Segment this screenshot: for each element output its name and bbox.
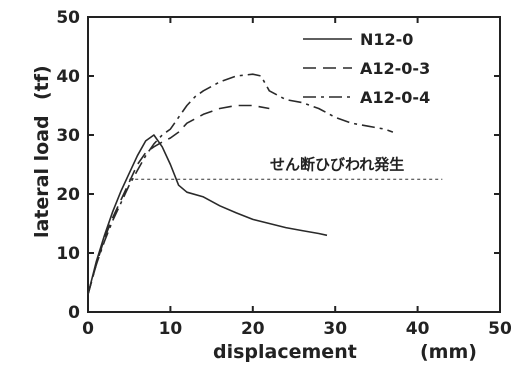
annotation-text: せん断ひびわれ発生 — [270, 155, 404, 173]
x-tick-label: 20 — [241, 319, 265, 339]
y-tick-label: 0 — [68, 303, 80, 323]
x-axis-label: displacement — [213, 341, 357, 363]
y-tick-label: 10 — [56, 244, 80, 264]
y-axis-label: lateral load — [31, 115, 53, 238]
x-tick-label: 10 — [159, 319, 183, 339]
y-tick-label: 50 — [56, 8, 80, 28]
y-tick-label: 30 — [56, 126, 80, 146]
legend-label-A12-0-3: A12-0-3 — [360, 59, 430, 78]
series-line-N12-0 — [87, 134, 328, 295]
x-tick-label: 0 — [82, 319, 94, 339]
annotation-group: せん断ひびわれ発生 — [129, 155, 443, 180]
y-axis-unit: (tf) — [31, 65, 53, 100]
series-line-A12-0-3 — [87, 104, 270, 295]
series-line-A12-0-4 — [87, 73, 394, 295]
y-tick-label: 20 — [56, 185, 80, 205]
y-tick-label: 40 — [56, 67, 80, 87]
axes — [87, 16, 501, 313]
legend-label-A12-0-4: A12-0-4 — [360, 88, 430, 107]
series-group — [87, 73, 394, 295]
plot-frame — [87, 16, 501, 313]
ticks: 0 10 20 30 40 50 0 10 20 30 40 50 — [56, 8, 512, 339]
x-tick-label: 40 — [406, 319, 430, 339]
x-tick-label: 30 — [323, 319, 347, 339]
x-tick-label: 50 — [488, 319, 512, 339]
legend-label-N12-0: N12-0 — [360, 30, 413, 49]
x-axis-unit: (mm) — [420, 341, 477, 363]
legend: N12-0 A12-0-3 A12-0-4 — [303, 30, 430, 107]
